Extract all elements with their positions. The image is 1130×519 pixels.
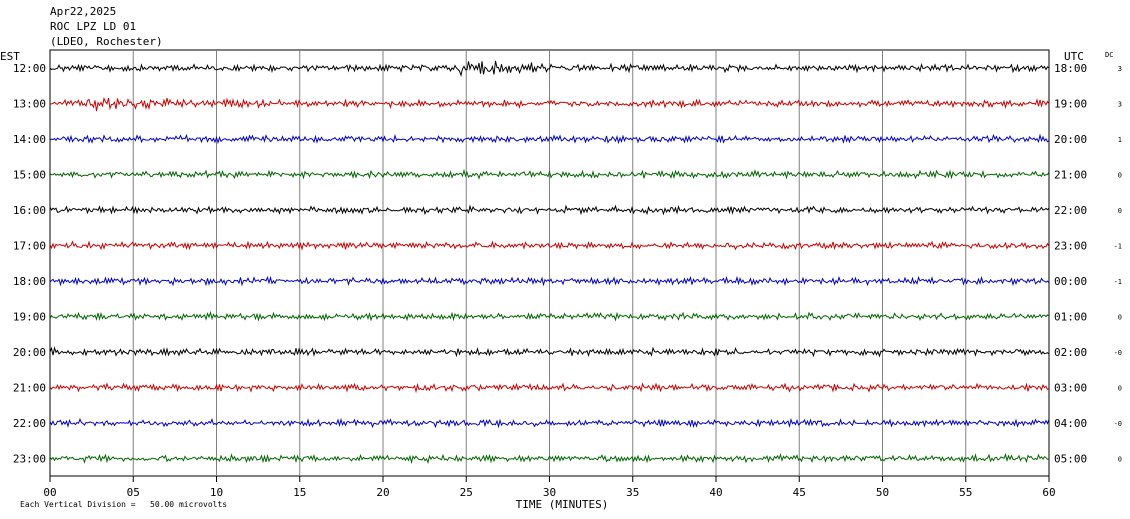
seismic-trace xyxy=(49,310,1050,322)
dc-offset-label: 0 xyxy=(1118,385,1122,393)
dc-offset-label: 0 xyxy=(1118,207,1122,215)
seismic-trace xyxy=(49,97,1050,112)
x-tick-label: 60 xyxy=(1042,486,1055,499)
utc-time-label: 23:00 xyxy=(1054,240,1087,253)
seismic-trace xyxy=(49,60,1050,77)
dc-label: DC xyxy=(1105,51,1113,59)
seismic-trace xyxy=(49,382,1050,394)
utc-time-label: 18:00 xyxy=(1054,62,1087,75)
station-id: ROC LPZ LD 01 xyxy=(50,20,137,33)
x-tick-label: 45 xyxy=(793,486,806,499)
est-time-label: 22:00 xyxy=(13,417,46,430)
utc-time-label: 22:00 xyxy=(1054,204,1087,217)
x-tick-label: 40 xyxy=(709,486,722,499)
utc-time-label: 03:00 xyxy=(1054,382,1087,395)
seismic-trace xyxy=(49,133,1050,145)
seismic-trace xyxy=(49,204,1050,216)
x-tick-label: 10 xyxy=(210,486,223,499)
dc-offset-label: 0 xyxy=(1118,314,1122,322)
utc-time-label: 19:00 xyxy=(1054,98,1087,111)
utc-time-label: 05:00 xyxy=(1054,453,1087,466)
footer-note: Each Vertical Division = 50.00 microvolt… xyxy=(20,500,228,509)
dc-offset-label: 3 xyxy=(1118,101,1122,109)
seismic-trace xyxy=(49,240,1050,251)
x-tick-label: 15 xyxy=(293,486,306,499)
utc-time-label: 04:00 xyxy=(1054,417,1087,430)
x-tick-label: 25 xyxy=(460,486,473,499)
seismic-trace xyxy=(49,275,1050,287)
est-label: EST xyxy=(0,50,20,63)
est-time-label: 17:00 xyxy=(13,240,46,253)
utc-time-label: 01:00 xyxy=(1054,311,1087,324)
dc-offset-label: -0 xyxy=(1114,349,1122,357)
seismic-trace xyxy=(49,417,1050,429)
dc-offset-label: 1 xyxy=(1118,136,1122,144)
est-time-label: 20:00 xyxy=(13,346,46,359)
seismic-trace xyxy=(49,346,1050,358)
dc-offset-label: 0 xyxy=(1118,456,1122,464)
est-time-label: 16:00 xyxy=(13,204,46,217)
est-time-label: 21:00 xyxy=(13,382,46,395)
x-tick-label: 00 xyxy=(43,486,56,499)
est-time-label: 19:00 xyxy=(13,311,46,324)
dc-offset-label: -0 xyxy=(1114,420,1122,428)
utc-label: UTC xyxy=(1064,50,1084,63)
utc-time-label: 20:00 xyxy=(1054,133,1087,146)
dc-offset-label: -1 xyxy=(1114,278,1122,286)
est-time-label: 14:00 xyxy=(13,133,46,146)
x-tick-label: 05 xyxy=(127,486,140,499)
seismic-trace xyxy=(49,168,1050,180)
utc-time-label: 00:00 xyxy=(1054,275,1087,288)
dc-offset-label: 3 xyxy=(1118,65,1122,73)
x-tick-label: 20 xyxy=(376,486,389,499)
utc-time-label: 02:00 xyxy=(1054,346,1087,359)
est-time-label: 15:00 xyxy=(13,169,46,182)
x-tick-label: 35 xyxy=(626,486,639,499)
x-tick-label: 55 xyxy=(959,486,972,499)
seismic-trace xyxy=(49,453,1050,465)
utc-time-label: 21:00 xyxy=(1054,169,1087,182)
x-tick-label: 30 xyxy=(543,486,556,499)
est-time-label: 12:00 xyxy=(13,62,46,75)
est-time-label: 23:00 xyxy=(13,453,46,466)
dc-offset-label: 0 xyxy=(1118,172,1122,180)
dc-offset-label: -1 xyxy=(1114,243,1122,251)
network-name: (LDEO, Rochester) xyxy=(50,35,163,48)
x-axis-label: TIME (MINUTES) xyxy=(516,498,609,511)
seismogram-date: Apr22,2025 xyxy=(50,5,117,18)
est-time-label: 18:00 xyxy=(13,275,46,288)
x-tick-label: 50 xyxy=(876,486,889,499)
est-time-label: 13:00 xyxy=(13,98,46,111)
